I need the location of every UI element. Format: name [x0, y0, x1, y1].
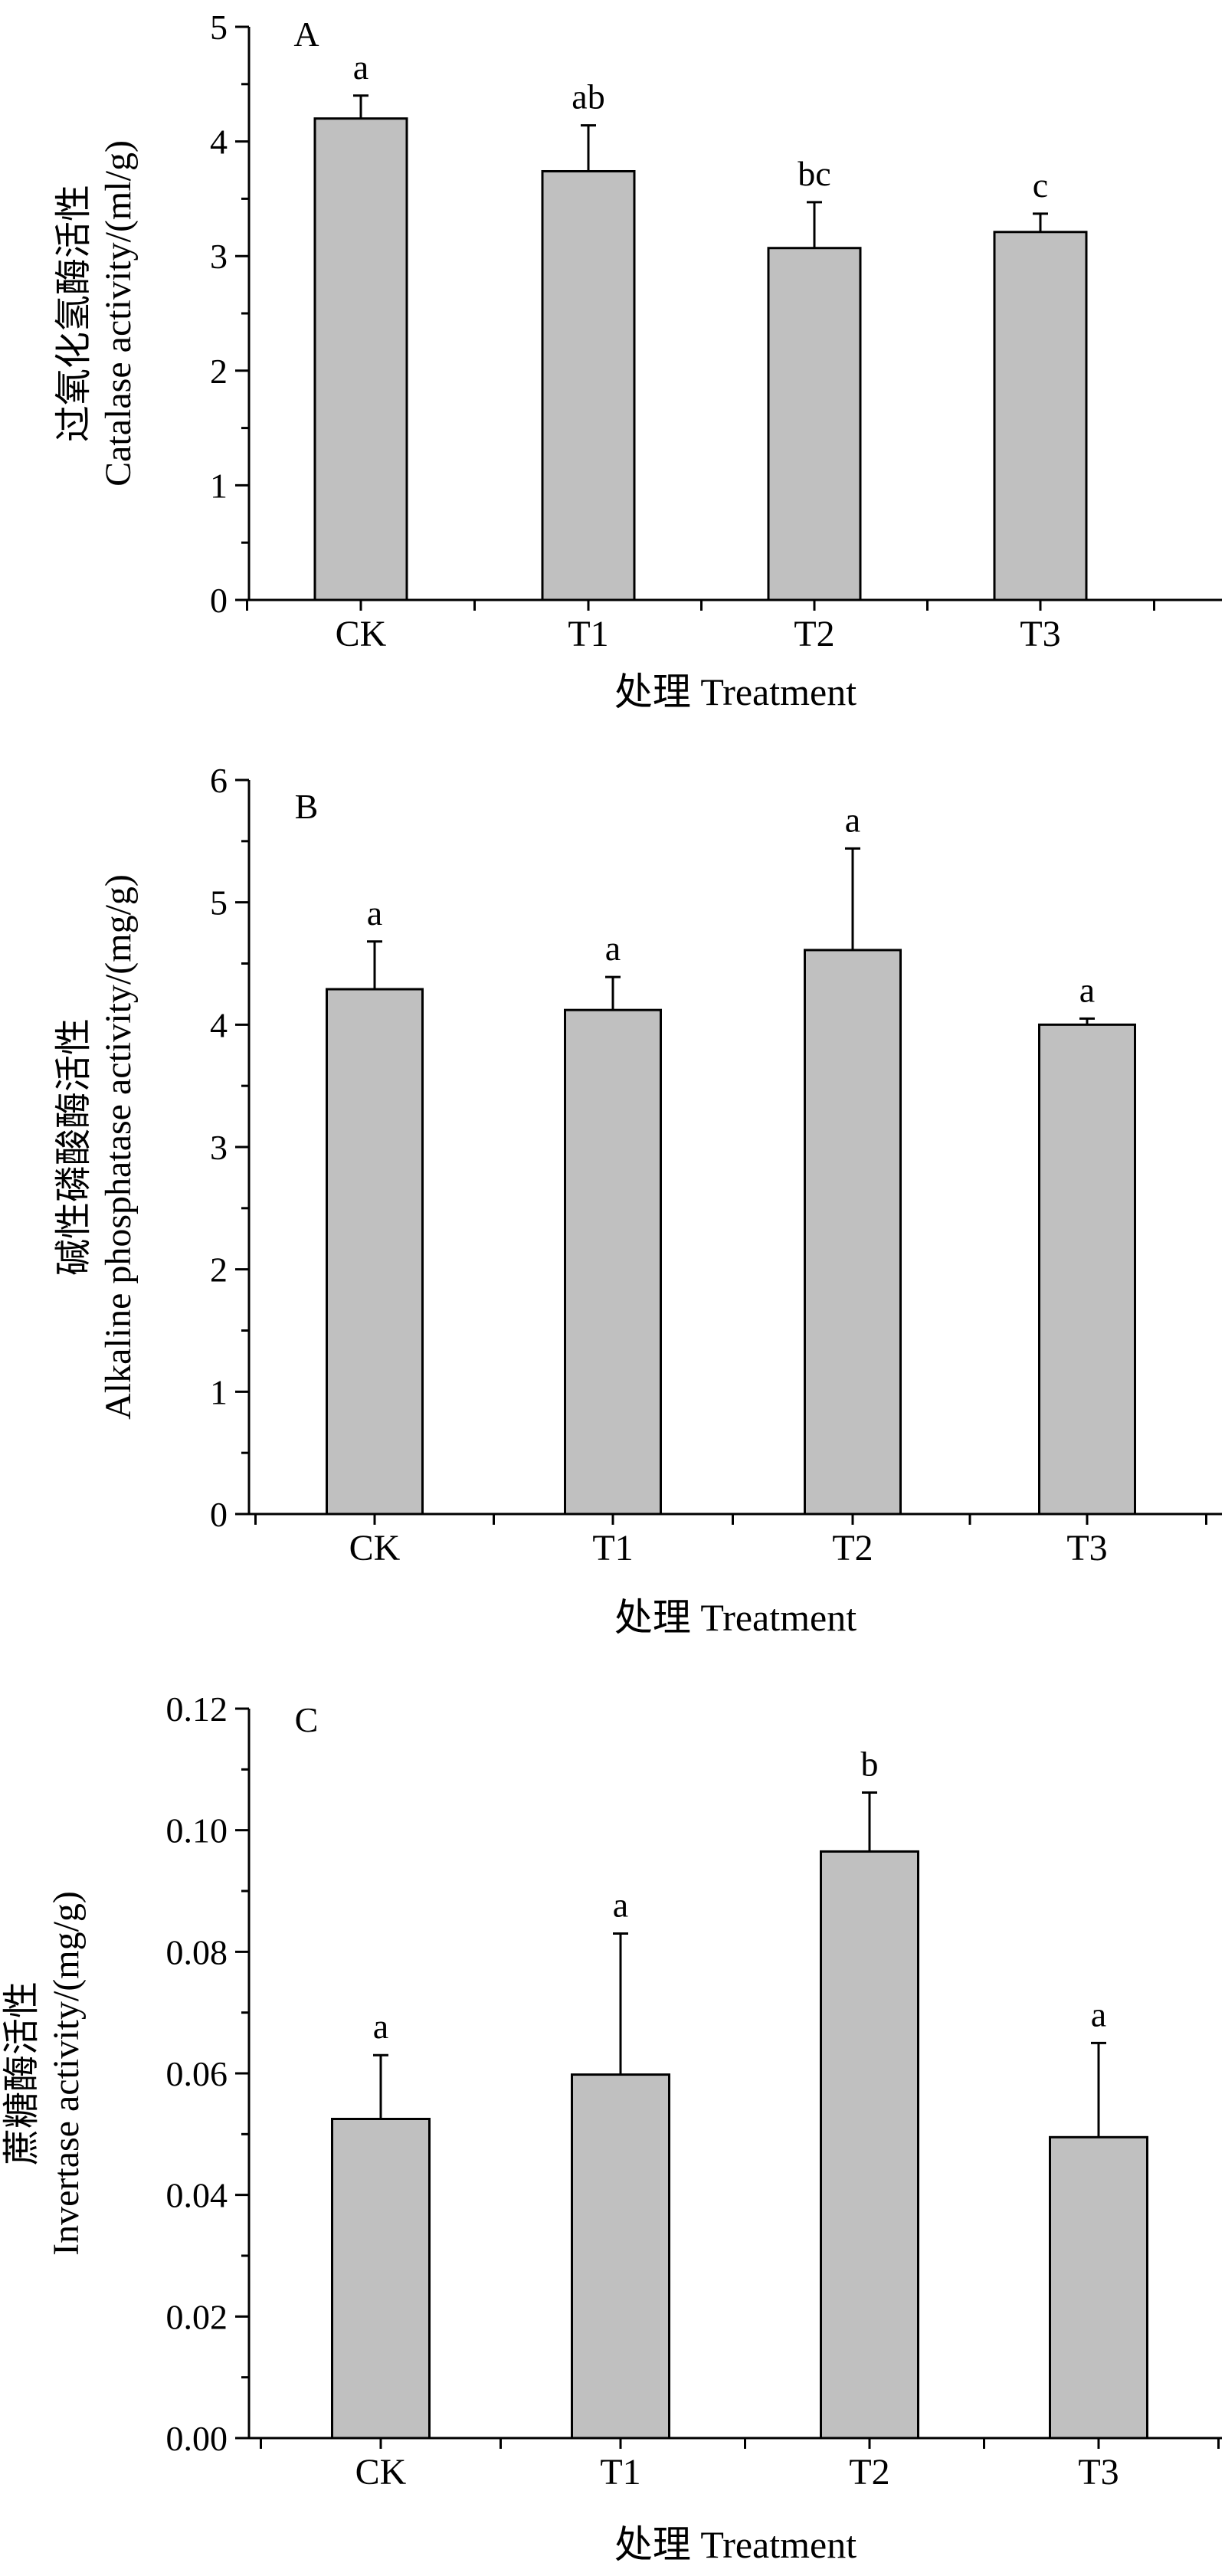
- y-tick-label: 3: [210, 237, 228, 276]
- y-tick-label: 0.04: [166, 2176, 228, 2215]
- bar-T1: [564, 1008, 662, 1516]
- y-axis-title-en: Alkaline phosphatase activity/(mg/g): [98, 874, 139, 1420]
- x-tick-label-CK: CK: [336, 614, 387, 654]
- bar-T3: [1038, 1023, 1136, 1516]
- bar-CK: [326, 988, 424, 1516]
- y-axis-title-en: Catalase activity/(ml/g): [98, 140, 139, 487]
- y-tick-label: 0.02: [166, 2297, 228, 2336]
- y-tick-label: 4: [210, 123, 228, 162]
- bar-T2: [820, 1850, 919, 2440]
- y-tick-label: 5: [210, 883, 228, 923]
- x-tick-label-T1: T1: [592, 1528, 633, 1568]
- bar-T1: [541, 169, 636, 601]
- significance-letter-CK: a: [367, 893, 382, 932]
- chart-panel-B: 0 1 2 3 4 5 6 CK a T1 a T2 a T3 a B 处理 Treatment 碱性磷酸酶活性 A…: [54, 761, 1222, 1639]
- x-tick-label-T2: T2: [832, 1528, 873, 1568]
- significance-letter-T2: a: [845, 800, 860, 839]
- x-tick-label-T3: T3: [1066, 1528, 1107, 1568]
- bar-T3: [993, 231, 1088, 601]
- y-tick-label: 0.06: [166, 2054, 228, 2093]
- y-tick-label: 0: [210, 1495, 228, 1534]
- bar-CK: [331, 2118, 431, 2440]
- significance-letter-T1: ab: [572, 77, 604, 116]
- significance-letter-CK: a: [373, 2007, 388, 2046]
- y-tick-label: 1: [210, 466, 228, 505]
- bar-T2: [804, 949, 902, 1516]
- significance-letter-T1: a: [605, 929, 621, 968]
- x-tick-label-T3: T3: [1078, 2452, 1119, 2492]
- y-axis-title-en: Invertase activity/(mg/g): [46, 1891, 87, 2256]
- bar-T3: [1049, 2135, 1148, 2440]
- y-tick-label: 3: [210, 1128, 228, 1167]
- y-tick-label: 0.12: [166, 1689, 228, 1729]
- x-tick-label-T2: T2: [794, 614, 834, 654]
- x-tick-label-T3: T3: [1020, 614, 1060, 654]
- bar-T2: [767, 247, 862, 601]
- y-axis-title-cn: 过氧化氢酶活性: [54, 185, 94, 442]
- significance-letter-T2: b: [861, 1744, 879, 1783]
- significance-letter-T3: a: [1091, 1994, 1106, 2034]
- y-tick-label: 0.00: [166, 2419, 228, 2458]
- bar-CK: [313, 117, 408, 601]
- x-tick-label-T1: T1: [600, 2452, 640, 2492]
- y-tick-label: 0.10: [166, 1811, 228, 1850]
- significance-letter-T2: bc: [798, 154, 830, 193]
- panel-label: C: [295, 1700, 319, 1739]
- y-tick-label: 1: [210, 1372, 228, 1411]
- x-tick-label-T1: T1: [568, 614, 608, 654]
- y-tick-label: 5: [210, 8, 228, 47]
- x-axis-title: 处理 Treatment: [614, 1596, 857, 1639]
- x-axis-title: 处理 Treatment: [614, 670, 857, 713]
- y-axis-title-cn: 蔗糖酶活性: [2, 1981, 42, 2165]
- x-tick-label-CK: CK: [349, 1528, 401, 1568]
- panel-label: B: [295, 787, 319, 826]
- y-tick-label: 4: [210, 1005, 228, 1044]
- y-axis-title-cn: 碱性磷酸酶活性: [54, 1018, 94, 1276]
- x-tick-label-CK: CK: [355, 2452, 407, 2492]
- bar-T1: [571, 2073, 670, 2440]
- x-tick-label-T2: T2: [849, 2452, 889, 2492]
- significance-letter-T3: a: [1079, 970, 1095, 1009]
- y-tick-label: 0: [210, 581, 228, 620]
- y-tick-label: 0.08: [166, 1932, 228, 1971]
- chart-panel-C: 0.00 0.02 0.04 0.06 0.08 0.10 0.12 CK a T1 a T2 b T3 a…: [2, 1689, 1222, 2566]
- significance-letter-T1: a: [613, 1886, 628, 1925]
- chart-panel-A: 0 1 2 3 4 5 CK a T1 ab T2 bc T3 c A 处理 Treatment 过氧化氢酶活性…: [54, 8, 1222, 713]
- y-tick-label: 2: [210, 352, 228, 391]
- significance-letter-CK: a: [353, 48, 368, 87]
- panel-label: A: [293, 15, 319, 54]
- y-tick-label: 6: [210, 761, 228, 800]
- x-axis-title: 处理 Treatment: [614, 2523, 857, 2566]
- significance-letter-T3: c: [1033, 166, 1048, 205]
- y-tick-label: 2: [210, 1250, 228, 1290]
